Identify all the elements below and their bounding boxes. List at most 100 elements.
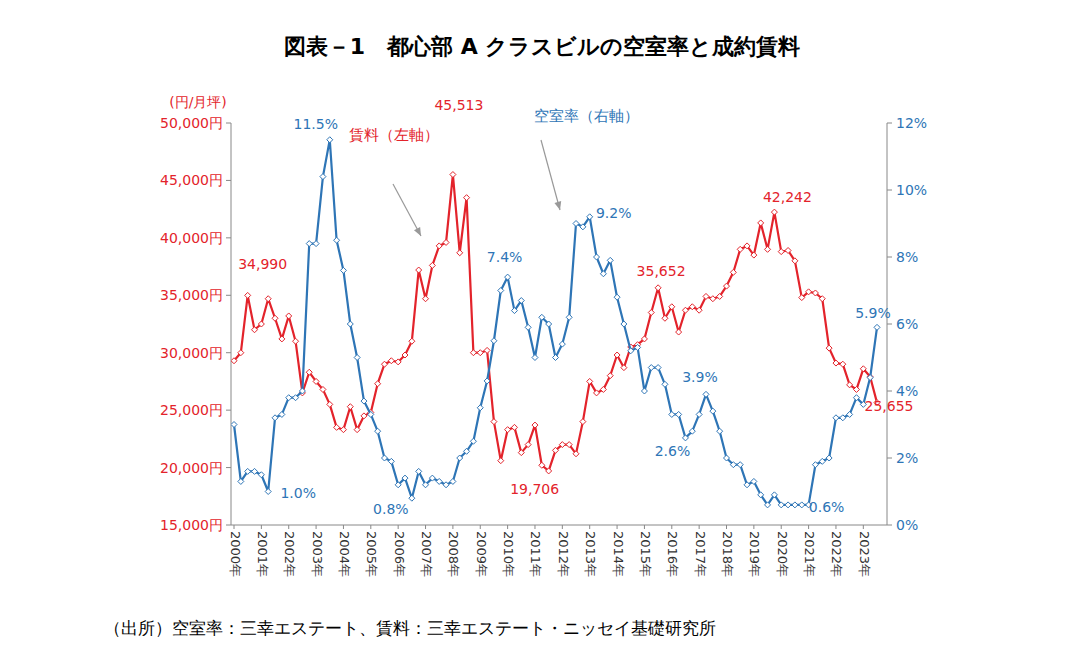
x-tick-label: 2018年 [720,531,735,577]
point [853,395,859,401]
x-tick [370,525,371,529]
point [381,455,387,461]
point [737,462,743,468]
point [847,411,853,417]
point [833,415,839,421]
y-tick [226,123,231,124]
x-tick [507,525,508,529]
y2-tick-label: 12% [896,115,927,131]
point [600,271,606,277]
title: 図表－1 都心部 A クラスビルの空室率と成約賃料 [284,34,801,59]
point [676,411,682,417]
point [553,355,559,361]
point [532,355,538,361]
point [436,478,442,484]
point [867,375,873,381]
point [402,475,408,481]
point [833,360,839,366]
point [327,401,333,407]
point [580,224,586,230]
point [505,427,511,433]
point [546,468,552,474]
point [539,462,545,468]
y-tick-label: 50,000円 [160,115,223,131]
point [484,347,490,353]
x-tick-label: 2008年 [446,531,461,577]
point [265,296,271,302]
point [655,285,661,291]
x-tick [480,525,481,529]
y-tick-label: 25,000円 [160,402,223,418]
point [628,348,634,354]
point [573,221,579,227]
point [771,492,777,498]
point [313,241,319,247]
x-tick-label: 2004年 [337,531,352,577]
y2-tick [887,391,892,392]
data-label: 0.8% [373,501,409,517]
y-tick [226,295,231,296]
point [621,365,627,371]
point [553,447,559,453]
point [375,381,381,387]
point [286,313,292,319]
point [395,482,401,488]
series-line [234,175,877,471]
y2-tick-label: 4% [896,383,918,399]
point [799,502,805,508]
point [737,246,743,252]
y-tick [226,352,231,353]
x-tick-label: 2015年 [638,531,653,577]
data-label: 9.2% [596,205,632,221]
point [354,427,360,433]
point [587,378,593,384]
source-note: （出所）空室率：三幸エステート、賃料：三幸エステート・ニッセイ基礎研究所 [104,618,716,638]
x-axis-line [231,525,887,526]
x-tick-label: 2019年 [747,531,762,577]
point [491,338,497,344]
y-tick-label: 45,000円 [160,172,223,188]
y2-tick [887,458,892,459]
y2-tick-label: 0% [896,517,918,533]
x-tick [699,525,700,529]
x-tick [562,525,563,529]
y-axis-line [231,123,232,525]
point [340,427,346,433]
point [703,293,709,299]
x-tick [589,525,590,529]
point [252,327,258,333]
point [648,310,654,316]
y2-tick [887,324,892,325]
point [334,237,340,243]
point [416,267,422,273]
arrow-head [554,201,561,210]
point [682,435,688,441]
y2-tick [887,525,892,526]
point [874,324,880,330]
point [607,373,613,379]
point [409,495,415,501]
y-tick-label: 15,000円 [160,517,223,533]
y-tick [226,410,231,411]
x-tick-label: 2006年 [392,531,407,577]
x-tick [234,525,235,529]
point [306,369,312,375]
point [765,246,771,252]
point [710,408,716,414]
point [860,366,866,372]
x-tick-label: 2005年 [364,531,379,577]
y2-tick-label: 10% [896,182,927,198]
point [368,411,374,417]
x-tick-label: 2010年 [501,531,516,577]
point [703,391,709,397]
series-name: 賃料（左軸） [349,126,439,144]
point [334,424,340,430]
point [771,209,777,215]
point [347,321,353,327]
y-tick [226,237,231,238]
point [826,345,832,351]
x-tick [753,525,754,529]
data-label: 42,242 [763,189,812,205]
point [635,344,641,350]
x-tick-label: 2001年 [255,531,270,577]
